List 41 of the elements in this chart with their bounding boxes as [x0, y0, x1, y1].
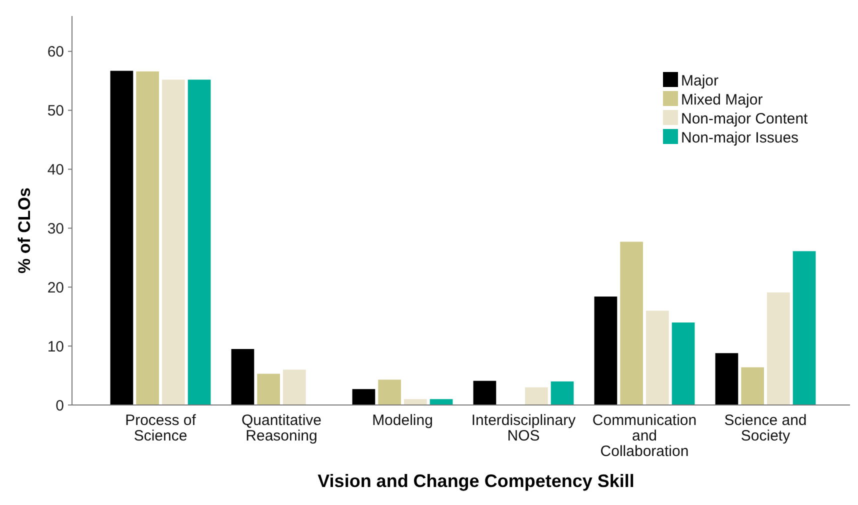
bar	[162, 80, 185, 405]
bar	[473, 380, 496, 405]
bar	[594, 296, 618, 405]
bar	[378, 380, 401, 405]
y-tick-label: 10	[47, 338, 64, 356]
y-tick-label: 0	[56, 397, 64, 414]
bar	[188, 80, 211, 405]
bar	[231, 349, 254, 405]
x-tick-label: Quantitative Reasoning	[241, 412, 322, 444]
bar	[767, 292, 790, 405]
y-axis-title: % of CLOs	[15, 188, 34, 274]
x-tick-label: Interdisciplinary NOS	[471, 412, 576, 444]
x-tick-label: Modeling	[372, 412, 433, 429]
legend-label: Non-major Issues	[681, 129, 799, 146]
bar	[672, 322, 695, 405]
bar	[715, 353, 738, 405]
x-tick-label: Science and Society	[724, 412, 807, 444]
x-axis-title: Vision and Change Competency Skill	[318, 471, 634, 491]
y-tick-label: 40	[47, 161, 64, 178]
bar	[430, 399, 453, 405]
x-tick-label: Process of Science	[125, 412, 197, 444]
bar	[525, 387, 548, 405]
legend-label: Non-major Content	[681, 110, 809, 128]
legend-label: Major	[681, 72, 719, 90]
bar	[620, 242, 643, 405]
bar	[283, 370, 306, 405]
bar	[646, 310, 669, 405]
y-tick-label: 20	[47, 279, 64, 296]
bar	[550, 381, 574, 405]
y-tick-label: 60	[47, 44, 64, 61]
legend-label: Mixed Major	[681, 91, 763, 108]
bar	[352, 389, 376, 405]
y-tick-label: 50	[47, 102, 64, 120]
bar	[257, 374, 280, 405]
bar	[404, 399, 427, 405]
bar	[741, 367, 764, 405]
bar	[136, 71, 159, 405]
bar	[110, 70, 134, 405]
y-tick-label: 30	[47, 220, 64, 238]
x-tick-label: Communication and Collaboration	[592, 412, 697, 460]
bar	[792, 251, 816, 405]
